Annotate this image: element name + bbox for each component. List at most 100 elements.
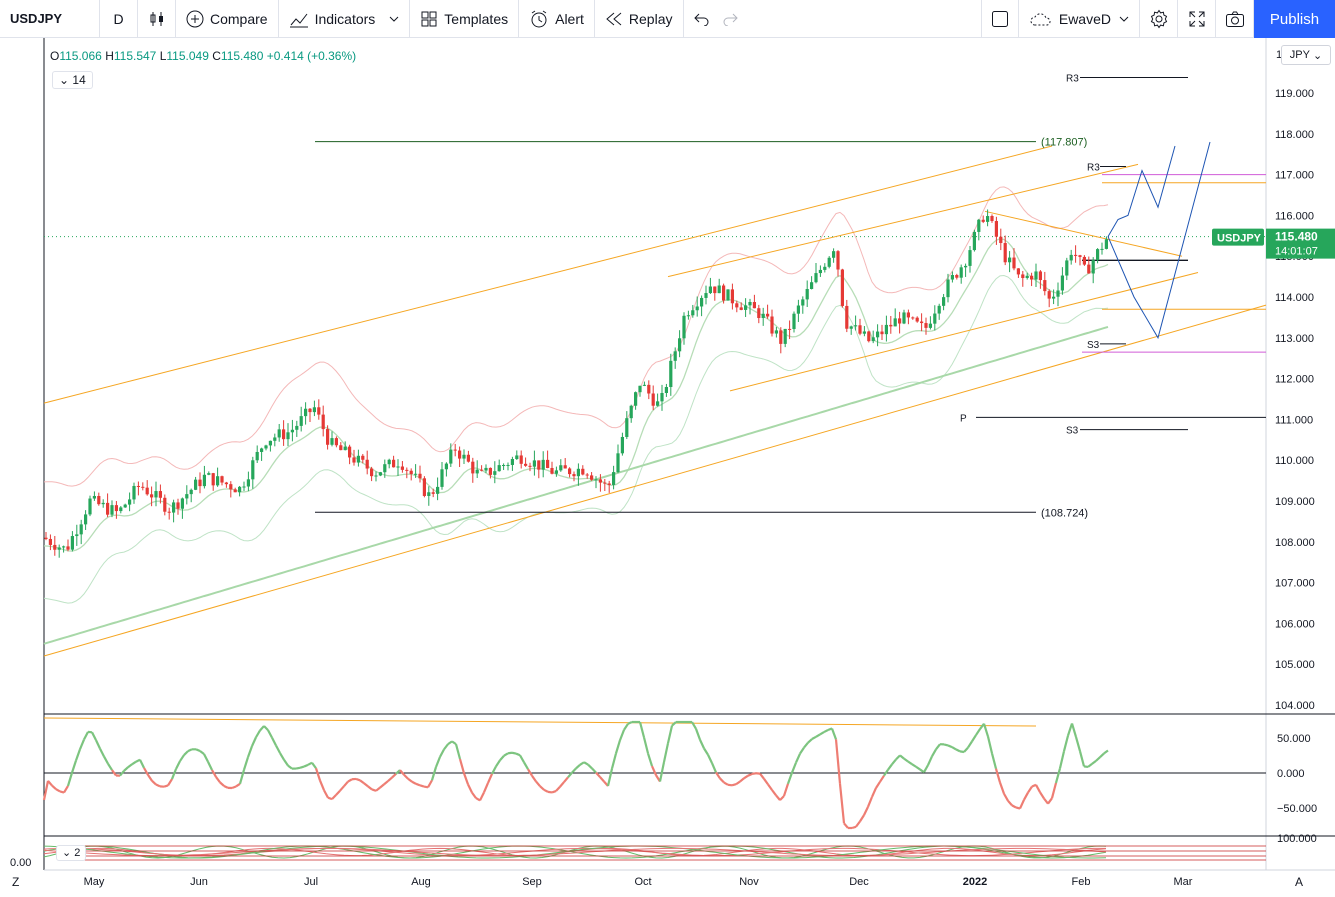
indicators-icon (289, 10, 309, 28)
candle-body (656, 401, 660, 406)
candle-body (849, 326, 853, 329)
osc-segment (183, 750, 189, 756)
candle-body (308, 408, 312, 413)
osc-segment (458, 758, 466, 774)
candle-body (1082, 256, 1086, 265)
undo-button[interactable] (684, 0, 720, 38)
candle-body (585, 474, 589, 476)
osc-segment (662, 742, 670, 763)
osc-segment (963, 746, 969, 753)
candle-body (110, 505, 114, 515)
osc-segment (583, 761, 589, 766)
candle-body (334, 438, 338, 446)
publish-button[interactable]: Publish (1254, 0, 1335, 38)
candle-body (528, 465, 532, 467)
candle-body (167, 511, 171, 513)
osc-segment (955, 748, 961, 753)
osc-segment (543, 788, 549, 793)
alert-button[interactable]: Alert (519, 0, 595, 38)
osc-segment (719, 777, 725, 784)
candle-body (871, 337, 875, 342)
candle-body (766, 313, 770, 317)
osc-segment (331, 794, 337, 800)
sub-indicators-toggle[interactable]: ⌄ 2 (56, 845, 87, 861)
osc-segment (671, 721, 677, 727)
osc-segment (803, 741, 809, 749)
inner-channel-lower (729, 272, 1199, 392)
price-tick-label: 118.000 (1275, 129, 1314, 141)
bollinger-bands (43, 186, 1109, 645)
alarm-clock-icon (529, 10, 549, 28)
close-label: C (212, 49, 221, 63)
osc-left-label: 0.00 (10, 857, 31, 869)
candle-body (779, 330, 783, 344)
interval-button[interactable]: D (100, 0, 138, 38)
templates-button[interactable]: Templates (410, 0, 520, 38)
price-chart[interactable]: R3 R3 S3 P S3 (117.807) (108.724) 119.000 118.0… (0, 38, 1335, 897)
replay-button[interactable]: Replay (595, 0, 684, 38)
osc-segment (367, 785, 373, 791)
candle-body (343, 446, 347, 451)
candle-body (576, 468, 580, 477)
layout-menu-button[interactable]: EwaveD (1019, 0, 1140, 38)
osc-segment (843, 822, 849, 829)
candle-body (1030, 275, 1034, 280)
time-axis[interactable]: May Jun Jul Aug Sep Oct Nov Dec 2022 Feb Mar (84, 876, 1193, 888)
chevron-down-icon (1119, 16, 1129, 22)
candle-body (964, 265, 968, 268)
candle-body (1016, 268, 1020, 275)
osc-segment (387, 776, 393, 782)
candle-body (374, 475, 378, 477)
osc-segment (1103, 749, 1109, 755)
price-tick-label: 105.000 (1275, 659, 1315, 671)
candle-body (726, 289, 730, 301)
candle-body (524, 463, 528, 466)
candle-body (488, 467, 492, 475)
time-axis-label: Jul (304, 876, 318, 888)
chevron-down-icon: ⌄ (59, 73, 70, 87)
chevron-down-icon[interactable] (389, 16, 399, 22)
candle-body (396, 466, 400, 468)
osc-segment (91, 731, 97, 741)
chart-style-button[interactable] (138, 0, 176, 38)
candle-body (515, 455, 519, 460)
osc-segment (263, 725, 269, 731)
fullscreen-button[interactable] (1178, 0, 1216, 38)
indicators-toggle[interactable]: ⌄ 14 (52, 71, 93, 89)
osc-segment (403, 773, 409, 780)
redo-button[interactable] (720, 0, 748, 38)
auto-scale-button[interactable]: A (1295, 875, 1304, 889)
osc-segment (139, 759, 145, 769)
currency-button[interactable]: JPY ⌄ (1281, 45, 1331, 65)
candle-body (70, 536, 74, 550)
candle-body (295, 425, 299, 430)
candle-body (198, 479, 202, 487)
candle-body (669, 360, 673, 388)
osc-segment (283, 759, 289, 767)
candle-body (858, 325, 862, 334)
settings-button[interactable] (1140, 0, 1178, 38)
sub-oscillator-line (43, 847, 1106, 857)
compare-button[interactable]: Compare (176, 0, 279, 38)
osc-segment (335, 789, 341, 796)
snapshot-button[interactable] (1216, 0, 1254, 38)
osc-segment (891, 758, 897, 765)
candle-body (660, 392, 664, 402)
indicators-label: Indicators (314, 10, 376, 27)
symbol-search[interactable]: USDJPY (0, 0, 100, 38)
fullscreen-select-button[interactable] (980, 0, 1019, 38)
indicators-button[interactable]: Indicators (279, 0, 411, 38)
price-axis[interactable]: 119.000118.000117.000116.000115.000114.0… (1212, 49, 1335, 712)
zoom-corner-button[interactable]: Z (12, 875, 20, 889)
lower-band (43, 274, 1109, 604)
candle-body (634, 392, 638, 406)
candle-body (1100, 248, 1104, 250)
candle-body (1078, 255, 1082, 257)
osc-segment (195, 748, 201, 752)
candle-body (994, 221, 998, 237)
candle-body (383, 464, 387, 473)
candle-body (1087, 264, 1091, 274)
candle-body (884, 324, 888, 335)
open-value: 115.066 (59, 49, 102, 63)
osc-segment (658, 761, 666, 782)
